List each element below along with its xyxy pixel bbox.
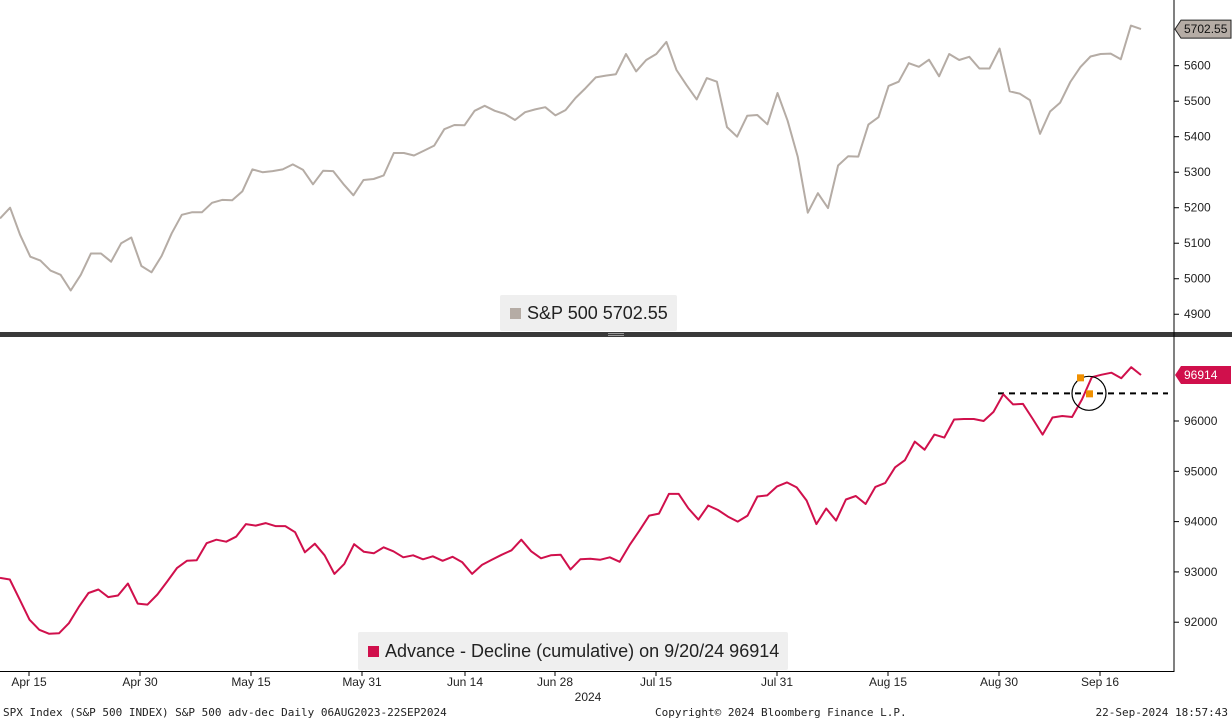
divider-handle-bottom[interactable]	[608, 335, 624, 336]
x-tick-label: Aug 30	[980, 675, 1018, 689]
spx-y-axis: 4900 5000 5100 5200 5300 5400 5500 5600	[1174, 59, 1211, 321]
spx-y-tick-label: 5500	[1184, 94, 1211, 108]
ad-y-tick-label: 94000	[1184, 515, 1218, 529]
x-tick-label: Jul 15	[640, 675, 672, 689]
footer-timestamp: 22-Sep-2024 18:57:43	[1095, 706, 1228, 719]
spx-last-value-tag: 5702.55	[1174, 19, 1232, 39]
footer-copyright: Copyright© 2024 Bloomberg Finance L.P.	[655, 706, 907, 719]
spx-y-tick-label: 5200	[1184, 201, 1211, 215]
spx-y-tick-label: 5400	[1184, 130, 1211, 144]
divider-handle-top[interactable]	[608, 333, 624, 334]
x-tick-label: Jul 31	[761, 675, 793, 689]
x-tick-label: Jun 28	[537, 675, 573, 689]
highlight-circle	[1071, 375, 1107, 411]
footer-security-info: SPX Index (S&P 500 INDEX) S&P 500 adv-de…	[3, 706, 447, 719]
ad-cumulative-line	[0, 366, 1142, 635]
ad-legend: Advance - Decline (cumulative) on 9/20/2…	[358, 632, 789, 670]
ad-y-tick-label: 92000	[1184, 615, 1218, 629]
x-tick-label: May 15	[231, 675, 271, 689]
panel-divider[interactable]	[0, 332, 1232, 337]
spx-y-tick-label: 4900	[1184, 307, 1211, 321]
x-tick-label: Sep 16	[1081, 675, 1119, 689]
spx-panel: 4900 5000 5100 5200 5300 5400 5500 5600 5702.55	[0, 19, 1232, 321]
highlight-marker-upper	[1077, 374, 1084, 382]
spx-last-value-tag-shape	[1174, 19, 1232, 39]
ad-y-tick-label: 93000	[1184, 565, 1218, 579]
ad-y-tick-label: 96000	[1184, 414, 1218, 428]
x-tick-label: Apr 30	[122, 675, 158, 689]
ad-y-axis: 92000 93000 94000 95000 96000	[1174, 414, 1218, 629]
ad-last-value-tag-shape	[1175, 366, 1231, 385]
x-tick-label: Aug 15	[869, 675, 907, 689]
ad-last-value-tag: 96914	[1175, 366, 1231, 385]
x-axis-year-label: 2024	[575, 690, 602, 704]
spx-y-tick-label: 5600	[1184, 59, 1211, 73]
spx-y-tick-label: 5000	[1184, 272, 1211, 286]
spx-y-tick-label: 5300	[1184, 165, 1211, 179]
x-tick-label: May 31	[342, 675, 382, 689]
x-tick-label: Apr 15	[11, 675, 47, 689]
x-tick-label: Jun 14	[447, 675, 483, 689]
ad-legend-label: Advance - Decline (cumulative) on 9/20/2…	[385, 640, 780, 661]
spx-legend: S&P 500 5702.55	[500, 295, 677, 331]
x-axis: Apr 15 Apr 30 May 15 May 31 Jun 14 Jun 28 Jul …	[11, 671, 1119, 689]
ad-last-value-label: 96914	[1184, 368, 1218, 382]
ad-legend-swatch	[368, 645, 379, 657]
ad-y-tick-label: 95000	[1184, 464, 1218, 478]
spx-y-tick-label: 5100	[1184, 236, 1211, 250]
highlight-marker-lower	[1086, 390, 1093, 398]
spx-legend-label: S&P 500 5702.55	[527, 302, 668, 323]
ad-panel: 92000 93000 94000 95000 96000 96914	[0, 366, 1231, 635]
spx-price-line	[0, 24, 1142, 292]
spx-last-value-label: 5702.55	[1184, 22, 1228, 36]
spx-legend-swatch	[510, 307, 521, 319]
